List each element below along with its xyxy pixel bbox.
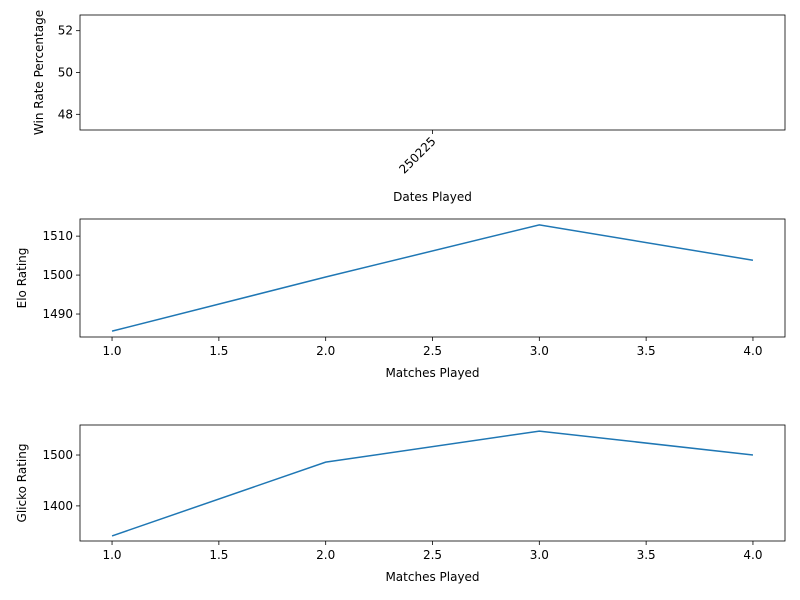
y-axis-label: Win Rate Percentage xyxy=(32,10,46,135)
x-tick-label: 2.5 xyxy=(423,344,442,358)
y-tick-label: 52 xyxy=(58,24,73,38)
x-tick-label: 3.0 xyxy=(530,344,549,358)
x-tick-label: 250225 xyxy=(396,134,438,176)
x-tick-label: 3.5 xyxy=(637,344,656,358)
y-axis-label: Glicko Rating xyxy=(15,444,29,523)
y-tick-label: 1510 xyxy=(42,229,73,243)
x-tick-label: 2.0 xyxy=(316,344,335,358)
x-axis-label: Dates Played xyxy=(393,190,472,204)
y-axis-label: Elo Rating xyxy=(15,248,29,309)
plot-frame xyxy=(79,218,786,338)
y-tick-label: 1400 xyxy=(42,499,73,513)
y-tick-label: 1500 xyxy=(42,448,73,462)
y-tick-label: 48 xyxy=(58,107,73,121)
x-tick-label: 4.0 xyxy=(743,344,762,358)
y-tick-label: 50 xyxy=(58,66,73,80)
x-tick-label: 2.5 xyxy=(423,548,442,562)
x-tick-label: 4.0 xyxy=(743,548,762,562)
x-tick-label: 3.5 xyxy=(637,548,656,562)
x-axis-label: Matches Played xyxy=(385,570,479,584)
plot-frame xyxy=(79,424,786,542)
plot-frame xyxy=(79,14,786,131)
x-tick-label: 1.5 xyxy=(209,548,228,562)
line-series xyxy=(111,224,754,332)
line-series xyxy=(111,430,754,537)
y-tick-label: 1490 xyxy=(42,307,73,321)
x-tick-label: 1.0 xyxy=(102,548,121,562)
x-axis-label: Matches Played xyxy=(385,366,479,380)
y-tick-label: 1500 xyxy=(42,268,73,282)
x-tick-label: 1.0 xyxy=(102,344,121,358)
x-tick-label: 3.0 xyxy=(530,548,549,562)
x-tick-label: 1.5 xyxy=(209,344,228,358)
x-tick-label: 2.0 xyxy=(316,548,335,562)
